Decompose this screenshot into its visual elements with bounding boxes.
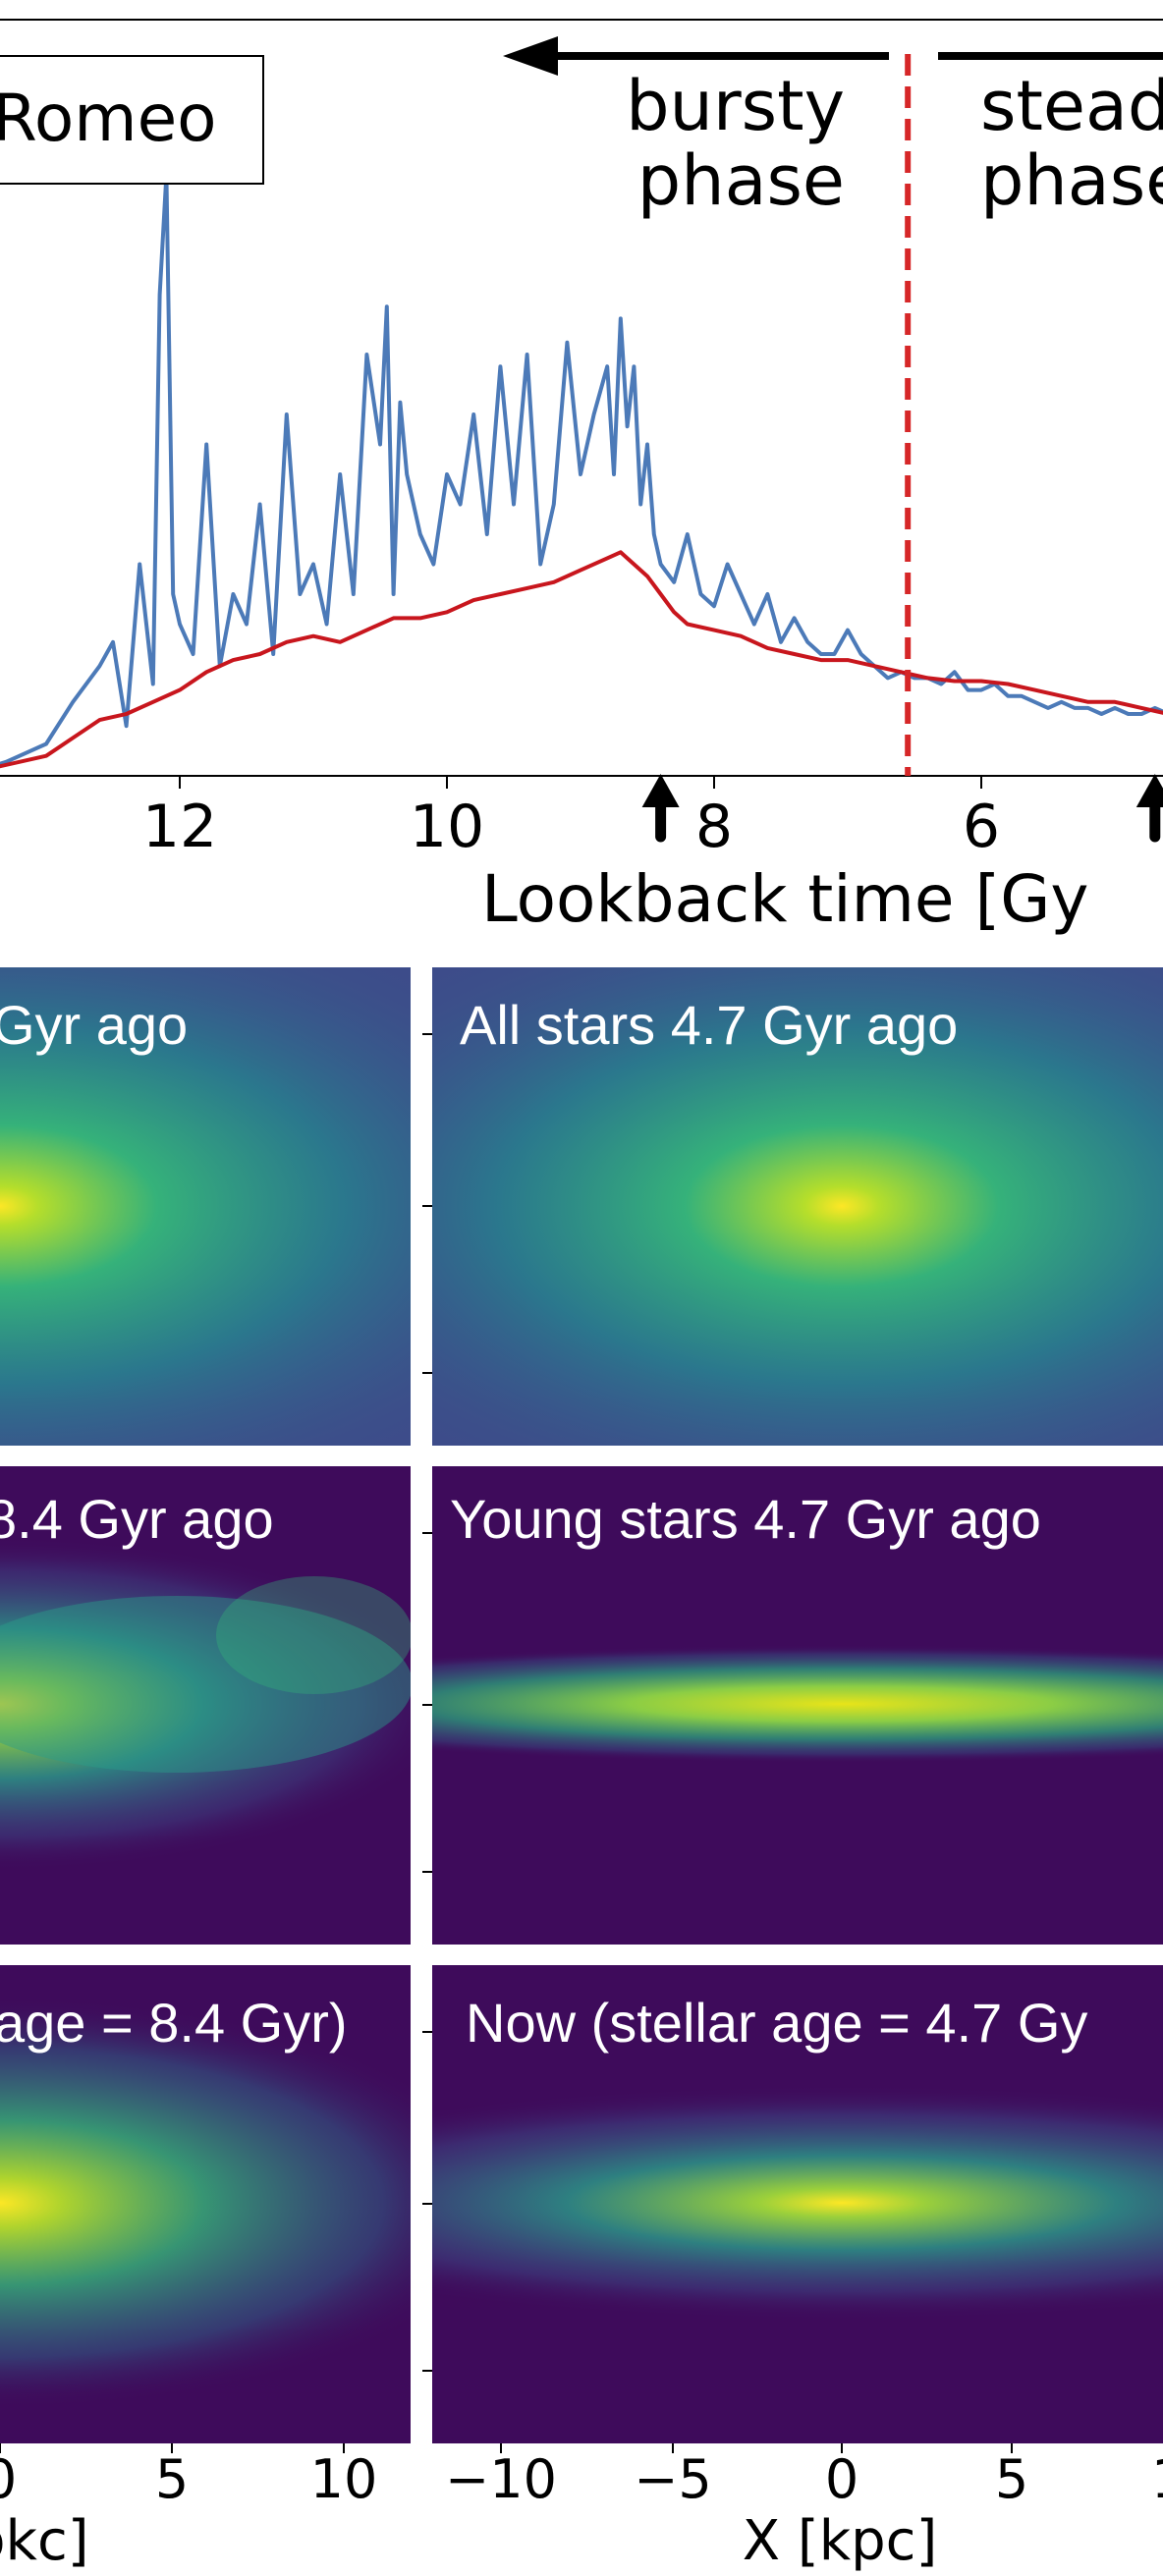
stellar-density-glow	[432, 1645, 1163, 1763]
sfh-series-line-1	[0, 550, 1163, 769]
stellar-density-glow	[0, 1997, 411, 2409]
map-ticks-group: 0 5 10 −10 −5 0 5 1	[0, 2443, 1163, 2510]
stellar-map-panel-5	[0, 1965, 411, 2443]
map-x-tick-label: 5	[155, 2448, 189, 2510]
sfh-series-line-0	[0, 173, 1163, 766]
panel-title-r1c2: All stars 4.7 Gyr ago	[460, 994, 958, 1056]
stellar-density-glow	[0, 1537, 411, 1871]
panel-titles: Gyr ago All stars 4.7 Gyr ago 8.4 Gyr ag…	[0, 994, 1087, 2054]
x-tick-label: 8	[695, 793, 733, 861]
sfh-plot: 12 10 8 6 Romeo bursty phase stead phase Lo…	[0, 19, 1163, 937]
x-ticks-group: 12 10 8 6	[142, 776, 1000, 861]
steady-phase-annotation: stead phase	[938, 52, 1163, 221]
bursty-arrow-head	[503, 36, 558, 76]
map-x-label-right: X [kpc]	[743, 2509, 938, 2573]
stellar-map-panel-4	[422, 1466, 1163, 1945]
panel-title-r1c1: Gyr ago	[0, 994, 188, 1056]
bursty-label-line2: phase	[637, 140, 845, 221]
steady-label-line2: phase	[980, 140, 1163, 221]
bursty-phase-annotation: bursty phase	[503, 36, 889, 221]
galaxy-label-box: Romeo	[0, 55, 264, 185]
snapshot-arrow-head	[1135, 774, 1163, 807]
stellar-density-glow	[432, 2085, 1163, 2321]
steady-label-line1: stead	[980, 66, 1163, 146]
stellar-map-panel-2	[422, 967, 1163, 1446]
clumpy-emission	[216, 1576, 411, 1694]
x-axis-label: Lookback time [Gy	[481, 861, 1088, 937]
map-x-tick-label: 5	[995, 2448, 1028, 2510]
bursty-label-line1: bursty	[626, 66, 845, 146]
map-x-tick-label: 0	[825, 2448, 858, 2510]
sfh-series-group	[0, 173, 1163, 769]
stellar-map-panel-3	[0, 1466, 411, 1945]
stellar-maps	[0, 967, 1163, 2443]
x-tick-label: 10	[410, 793, 484, 861]
stellar-density-glow	[0, 967, 411, 1446]
map-x-tick-label: 1	[1151, 2448, 1163, 2510]
clumpy-emission	[0, 1596, 411, 1773]
map-x-tick-label: 0	[0, 2448, 17, 2510]
stellar-map-panel-6	[422, 1965, 1163, 2443]
panel-title-r3c1: age = 8.4 Gyr)	[0, 1992, 348, 2054]
x-tick-label: 6	[963, 793, 1000, 861]
stellar-map-panel-1	[0, 967, 411, 1446]
panel-title-r3c2: Now (stellar age = 4.7 Gy	[466, 1992, 1087, 2054]
panel-title-r2c2: Young stars 4.7 Gyr ago	[450, 1488, 1041, 1550]
stellar-density-glow	[432, 967, 1163, 1446]
map-x-label-left: pkc]	[0, 2509, 89, 2573]
map-x-tick-label: −10	[445, 2448, 557, 2510]
map-x-tick-label: −5	[634, 2448, 712, 2510]
snapshot-arrows-group	[641, 774, 1163, 843]
galaxy-label: Romeo	[0, 81, 217, 156]
panel-title-r2c1: 8.4 Gyr ago	[0, 1488, 274, 1550]
x-tick-label: 12	[142, 793, 217, 861]
map-x-tick-label: 10	[310, 2448, 378, 2510]
snapshot-arrow-head	[641, 774, 680, 807]
